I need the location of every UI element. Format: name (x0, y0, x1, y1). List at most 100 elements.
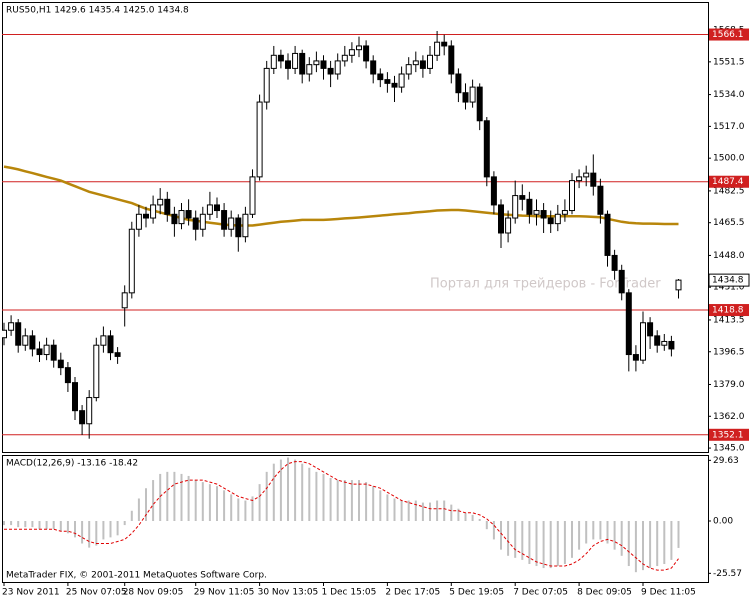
candle-body (434, 41, 441, 56)
candle-body (93, 344, 100, 399)
macd-bar (500, 520, 502, 550)
candle-body (15, 322, 22, 346)
macd-bar (137, 498, 140, 521)
candle-body (263, 67, 270, 103)
macd-bar (81, 520, 84, 544)
candle-body (377, 73, 384, 81)
candle-body (668, 340, 675, 350)
macd-bar (514, 520, 517, 558)
macd-bar (521, 520, 524, 560)
y-tick-label: 1345.0 (713, 444, 745, 454)
macd-bar (450, 504, 453, 521)
macd-bar (230, 494, 233, 521)
macd-bar (24, 520, 27, 528)
candle-body (370, 60, 377, 75)
candle-body (242, 213, 249, 238)
macd-bar (663, 520, 666, 564)
y-tick-label: 1500.0 (713, 154, 745, 164)
macd-bar (358, 480, 360, 521)
macd-bar (180, 473, 183, 521)
price-label: 1418.8 (712, 306, 744, 316)
y-tick-label: 1534.0 (713, 90, 745, 100)
candle-body (2, 329, 7, 339)
macd-bar (251, 496, 254, 521)
candle-body (206, 204, 213, 215)
macd-bar (308, 467, 311, 521)
candle-body (597, 185, 604, 215)
macd-bar (606, 520, 609, 544)
y-tick-label: 1448.0 (713, 251, 745, 261)
candle-body (143, 213, 149, 219)
y-tick-label: 1379.0 (713, 380, 745, 390)
macd-bar (414, 500, 417, 521)
macd-bar (400, 500, 403, 521)
candles (2, 30, 682, 439)
macd-bar (109, 520, 112, 538)
candle-body (576, 176, 583, 182)
candle-body (391, 82, 398, 88)
macd-bar (407, 500, 410, 521)
y-tick-label: 1517.0 (713, 122, 745, 132)
candle-body (505, 217, 512, 234)
macd-bar (535, 520, 538, 567)
macd-bar (421, 502, 424, 521)
y-tick-label: -25.57 (713, 569, 742, 579)
candle-body (583, 172, 590, 178)
candle-body (72, 382, 78, 412)
macd-bar (478, 518, 481, 521)
macd-bar (152, 480, 155, 521)
macd-bar (38, 520, 41, 530)
macd-bar (642, 520, 644, 571)
candle-body (526, 198, 533, 215)
y-tick-label: 1551.5 (713, 57, 745, 67)
y-tick-label: 0.00 (713, 516, 733, 526)
candle-body (128, 228, 135, 294)
macd-bar (116, 520, 119, 536)
macd-bar (372, 486, 375, 521)
macd-bar (265, 471, 268, 521)
macd-bar (301, 463, 304, 521)
current-price-label: 1434.8 (712, 276, 744, 286)
candle-body (100, 335, 107, 346)
candle-body (8, 322, 15, 331)
macd-bar (599, 520, 602, 540)
macd-bar (436, 500, 439, 521)
footer: MetaTrader FIX, © 2001-2011 MetaQuotes S… (6, 571, 267, 581)
moving-average (3, 165, 679, 227)
candle-body (490, 176, 497, 206)
candle-body (625, 292, 632, 356)
candle-body (604, 213, 611, 256)
watermark: Портал для трейдеров - ForTrader (430, 277, 661, 292)
macd-bar (216, 486, 218, 521)
macd-bar (649, 520, 652, 569)
macd-bar (102, 520, 105, 540)
candle-body (327, 67, 334, 75)
price-label: 1487.4 (712, 177, 744, 187)
candle-body (277, 54, 284, 62)
macd-title: MACD(12,26,9) -13.16 -18.42 (6, 459, 138, 469)
macd-bar (549, 520, 552, 569)
candle-body (285, 60, 291, 69)
macd-bar (585, 520, 588, 544)
macd-bar (45, 520, 48, 530)
x-tick-label: 25 Nov 07:05 (66, 588, 127, 598)
candle-body (292, 52, 299, 69)
y-tick-label: 1482.5 (713, 186, 745, 196)
candle-body (135, 213, 142, 230)
candle-body (412, 60, 419, 66)
price-label-box (709, 428, 749, 441)
candle-body (632, 354, 639, 361)
macd-bar (145, 488, 147, 521)
candle-body (43, 344, 50, 356)
candle-body (348, 49, 355, 56)
candle-body (235, 217, 242, 238)
x-tick-label: 8 Dec 09:05 (577, 588, 632, 598)
macd-bar (471, 514, 474, 521)
signal-line (4, 461, 679, 571)
macd-bar (166, 471, 169, 521)
candle-body (256, 101, 263, 178)
candle-body (363, 45, 370, 62)
candle-body (270, 54, 277, 69)
x-tick-label: 28 Nov 09:05 (123, 588, 184, 598)
